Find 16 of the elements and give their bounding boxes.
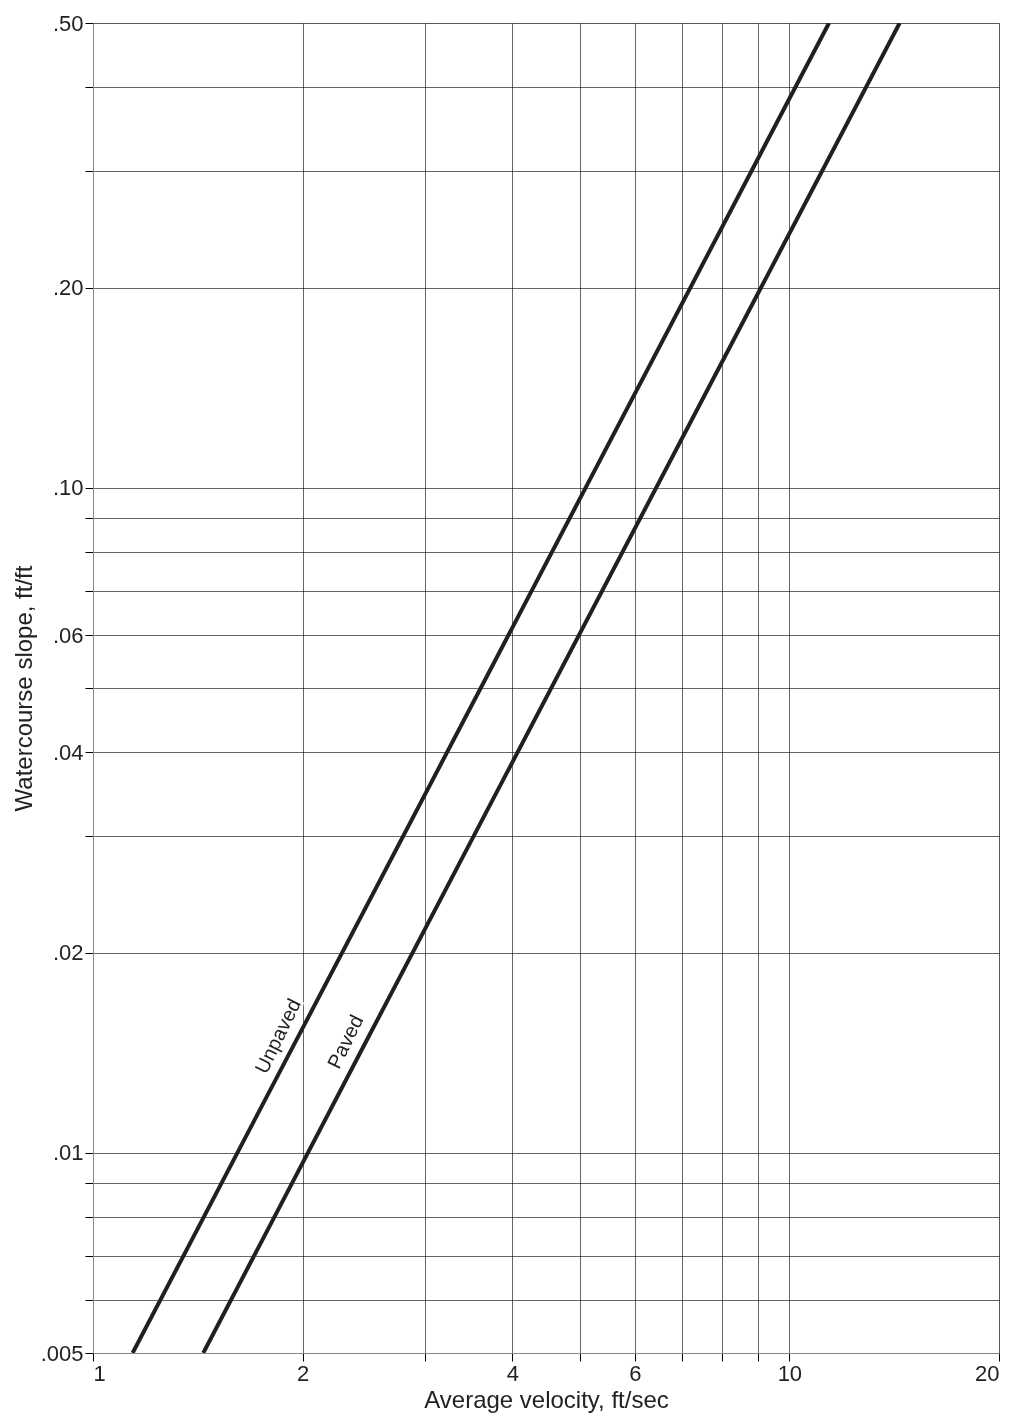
x-axis-title: Average velocity, ft/sec: [424, 1385, 669, 1413]
x-tick-label: 1: [93, 1360, 106, 1386]
y-tick-label: .50: [52, 10, 84, 36]
y-tick-label: .02: [52, 940, 84, 966]
y-tick-label: .01: [52, 1140, 84, 1166]
x-tick-label: 10: [777, 1360, 803, 1386]
x-tick-label: 6: [629, 1360, 642, 1386]
y-tick-label: .005: [40, 1340, 84, 1366]
y-tick-label: .10: [52, 475, 84, 501]
y-tick-label: .04: [52, 739, 84, 765]
y-tick-label: .06: [52, 622, 84, 648]
y-tick-label: .20: [52, 275, 84, 301]
x-tick-label: 20: [975, 1360, 1000, 1386]
x-tick-label: 4: [506, 1360, 519, 1386]
x-tick-label: 2: [297, 1360, 310, 1386]
y-axis-title: Watercourse slope, ft/ft: [9, 565, 37, 812]
